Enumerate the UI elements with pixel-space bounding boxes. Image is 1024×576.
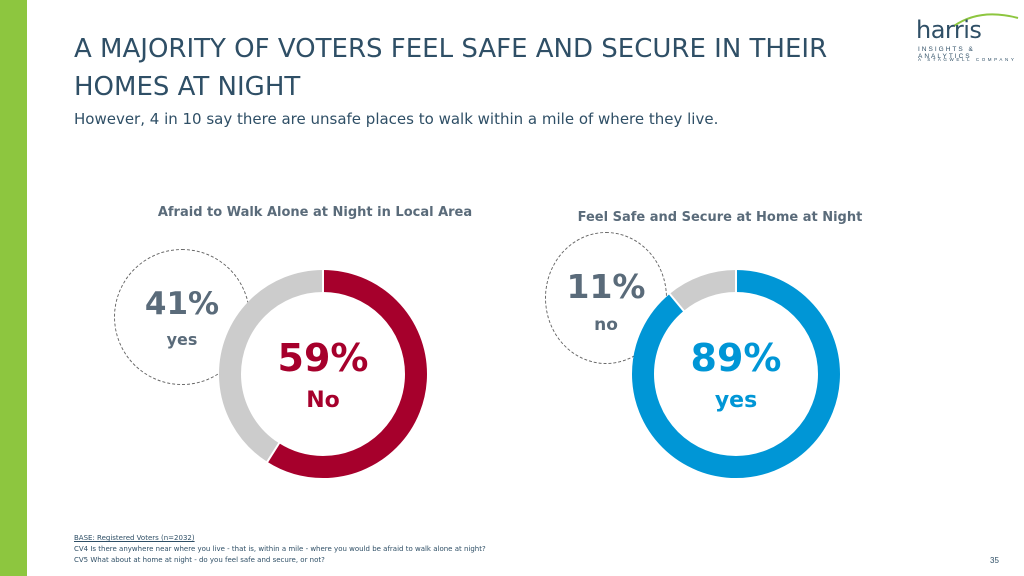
callout-bubble-no: 11% no: [545, 232, 667, 364]
center-label: No: [306, 388, 340, 413]
logo-tagline: INSIGHTS & ANALYTICS: [918, 46, 975, 60]
page-subtitle: However, 4 in 10 say there are unsafe pl…: [74, 110, 719, 128]
slice-separator: [668, 292, 686, 313]
logo-word: harris: [916, 16, 982, 44]
page-number: 35: [990, 556, 999, 565]
donut-center-label: 59% No: [213, 336, 433, 436]
donut-chart-feel-safe: [632, 269, 840, 478]
donut-center-label: 89% yes: [626, 336, 846, 436]
footer-cv5: CV5 What about at home at night - do you…: [74, 556, 325, 564]
footer-cv4: CV4 Is there anywhere near where you liv…: [74, 545, 486, 553]
center-value: 59%: [277, 336, 369, 380]
callout-label: no: [594, 315, 618, 335]
chart-title-afraid-to-walk: Afraid to Walk Alone at Night in Local A…: [157, 205, 473, 220]
accent-bar: [0, 0, 27, 576]
page-title: A MAJORITY OF VOTERS FEEL SAFE AND SECUR…: [74, 34, 828, 102]
callout-label: yes: [166, 330, 198, 349]
chart-title-feel-safe: Feel Safe and Secure at Home at Night: [577, 210, 863, 225]
center-label: yes: [714, 388, 758, 413]
slice-separator: [265, 441, 281, 464]
footer-base: BASE: Registered Voters (n=2032): [74, 534, 195, 542]
callout-value: 41%: [144, 286, 220, 322]
harris-logo: harris INSIGHTS & ANALYTICS A STAGWELL C…: [910, 8, 1020, 64]
donut-chart-afraid-to-walk: [219, 269, 427, 478]
footer-notes: BASE: Registered Voters (n=2032) CV4 Is …: [74, 533, 486, 566]
center-value: 89%: [690, 336, 782, 380]
logo-arc-icon: [953, 13, 1019, 27]
callout-value: 11%: [566, 267, 646, 306]
logo-company: A STAGWELL COMPANY: [918, 57, 1017, 62]
